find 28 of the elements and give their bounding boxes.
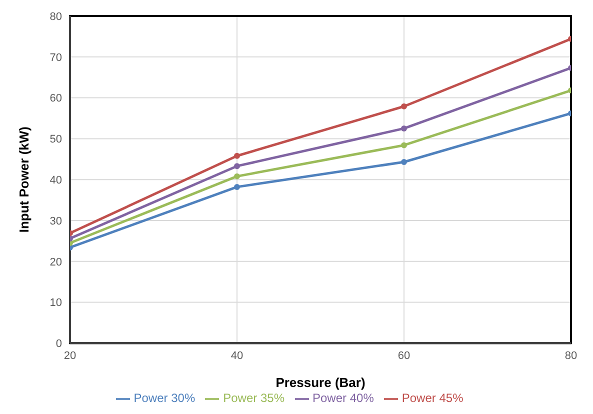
legend-label: Power 40% [312,391,374,406]
legend-label: Power 35% [223,391,284,406]
x-tick-label: 80 [564,350,578,362]
x-tick-label: 40 [230,350,244,362]
y-tick-label: 30 [50,215,62,228]
point [401,142,407,148]
point [234,184,240,190]
line-series [70,110,571,250]
point [401,159,407,165]
point [401,125,407,132]
y-tick-label: 0 [56,338,62,350]
point [401,103,407,110]
y-tick-label: 70 [50,52,62,64]
point [234,163,240,170]
y-tick-label: 50 [50,134,62,146]
point [234,173,240,180]
y-tick-label: 40 [50,174,62,186]
x-tick-label: 20 [64,350,76,362]
x-axis-title: Pressure (Bar) [276,375,366,390]
y-tick-label: 20 [50,256,62,268]
x-tick-label: 60 [398,350,410,362]
legend-label: Power 30% [134,391,196,406]
legend-label: Power 45% [402,391,464,406]
y-axis-title: Input Power (kW) [16,126,32,233]
y-tick-label: 80 [50,10,62,23]
point [234,152,240,159]
y-tick-label: 60 [50,92,62,105]
y-tick-label: 10 [50,297,62,310]
